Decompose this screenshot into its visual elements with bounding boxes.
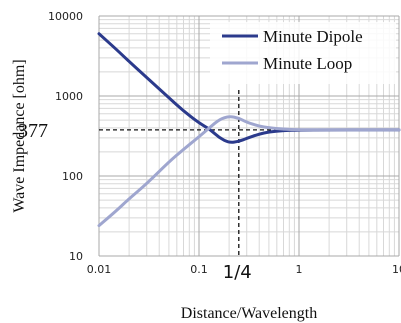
legend-entry: Minute Dipole	[263, 27, 363, 46]
y-tick-label: 10000	[48, 10, 83, 23]
y-tick-label: 1000	[55, 90, 83, 103]
x-axis-label: Distance/Wavelength	[181, 305, 317, 322]
x-tick-label: 10	[392, 263, 401, 276]
series-group	[97, 32, 401, 228]
y-tick-label: 10	[69, 250, 83, 263]
y-axis-label: Wave Impedance [ohm]	[11, 59, 28, 212]
major-grid	[98, 15, 400, 257]
tick-labels: 0.01 0.1 1 10 10 100 1000 10000	[48, 10, 401, 276]
x-tick-label: 0.1	[190, 263, 208, 276]
legend-box	[210, 22, 396, 84]
x-tick-label: 1	[296, 263, 303, 276]
x-tick-label: 0.01	[87, 263, 112, 276]
annotation-labels: 377 1/4	[18, 120, 252, 283]
y-tick-label: 100	[62, 170, 83, 183]
reference-lines	[99, 90, 399, 256]
annotation-377: 377	[18, 120, 48, 142]
series-line-minute-loop	[97, 115, 401, 228]
annotation-quarter-wavelength: 1/4	[223, 262, 252, 283]
legend: Minute Dipole Minute Loop	[210, 22, 396, 84]
legend-entry: Minute Loop	[263, 54, 352, 73]
